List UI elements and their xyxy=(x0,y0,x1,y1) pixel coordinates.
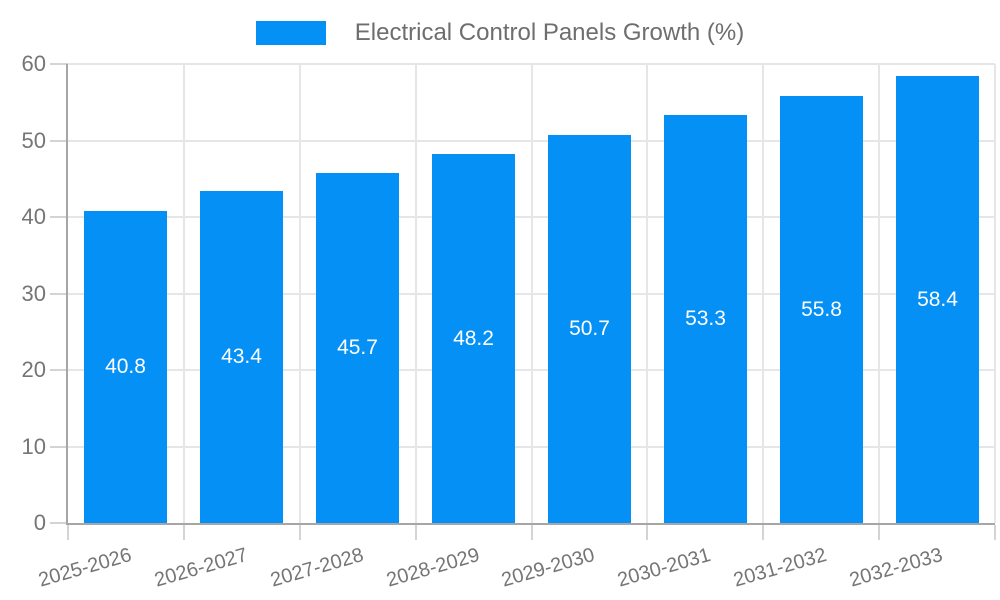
bar-value-label: 50.7 xyxy=(569,317,610,340)
y-tick-mark xyxy=(50,445,68,448)
x-axis-label: 2029-2030 xyxy=(499,544,598,592)
bar-value-label: 48.2 xyxy=(453,327,494,350)
x-axis-label: 2026-2027 xyxy=(152,544,251,592)
gridline-vertical xyxy=(646,64,649,523)
bar[interactable] xyxy=(200,191,283,523)
bar-value-label: 58.4 xyxy=(917,288,958,311)
x-tick-mark xyxy=(182,525,185,540)
x-tick-mark xyxy=(67,525,69,540)
x-axis-label: 2027-2028 xyxy=(268,544,367,592)
bar[interactable] xyxy=(896,76,979,523)
y-axis-tick-label: 20 xyxy=(21,357,46,382)
y-axis-tick-label: 30 xyxy=(21,280,46,306)
gridline-vertical xyxy=(182,64,185,523)
x-tick-mark xyxy=(298,525,301,540)
gridline-vertical xyxy=(298,64,301,523)
legend-swatch[interactable] xyxy=(255,21,326,45)
gridline-vertical xyxy=(530,64,533,523)
x-tick-mark xyxy=(994,525,996,540)
y-axis-tick-label: 0 xyxy=(33,510,46,535)
gridline-vertical xyxy=(994,64,996,523)
x-axis-label: 2031-2032 xyxy=(731,544,830,592)
gridline-vertical xyxy=(414,64,417,523)
bar-value-label: 55.8 xyxy=(801,298,842,321)
x-axis-label: 2032-2033 xyxy=(847,544,946,592)
x-tick-mark xyxy=(878,525,881,540)
x-tick-mark xyxy=(414,525,417,540)
y-tick-mark xyxy=(50,139,68,142)
gridline-vertical xyxy=(762,64,765,523)
x-axis-label: 2030-2031 xyxy=(615,544,714,592)
bar-value-label: 53.3 xyxy=(685,307,726,330)
x-axis-line xyxy=(66,523,995,525)
bar-value-label: 43.4 xyxy=(221,345,262,368)
y-tick-mark xyxy=(50,216,68,218)
bar-value-label: 40.8 xyxy=(105,355,146,378)
bar[interactable] xyxy=(432,154,515,523)
y-axis-tick-label: 50 xyxy=(21,127,46,153)
legend-label[interactable]: Electrical Control Panels Growth (%) xyxy=(354,19,745,46)
x-tick-mark xyxy=(646,525,649,540)
bar-value-label: 45.7 xyxy=(337,336,378,359)
x-tick-mark xyxy=(530,525,533,540)
y-axis-tick-label: 60 xyxy=(21,51,46,76)
x-tick-mark xyxy=(762,525,765,540)
y-axis-line xyxy=(66,64,68,525)
bar[interactable] xyxy=(84,211,167,523)
gridline-vertical xyxy=(878,64,881,523)
chart-legend: Electrical Control Panels Growth (%) xyxy=(0,20,1000,46)
y-tick-mark xyxy=(50,292,68,295)
bar[interactable] xyxy=(664,115,747,523)
bar[interactable] xyxy=(780,96,863,523)
y-axis-tick-label: 10 xyxy=(21,433,46,459)
y-axis-tick-label: 40 xyxy=(21,204,46,229)
x-axis-label: 2028-2029 xyxy=(384,544,483,592)
x-axis-label: 2025-2026 xyxy=(36,544,135,592)
y-tick-mark xyxy=(50,63,68,65)
bar[interactable] xyxy=(548,135,631,523)
bar[interactable] xyxy=(316,173,399,523)
y-tick-mark xyxy=(50,369,68,371)
y-tick-mark xyxy=(50,522,68,524)
